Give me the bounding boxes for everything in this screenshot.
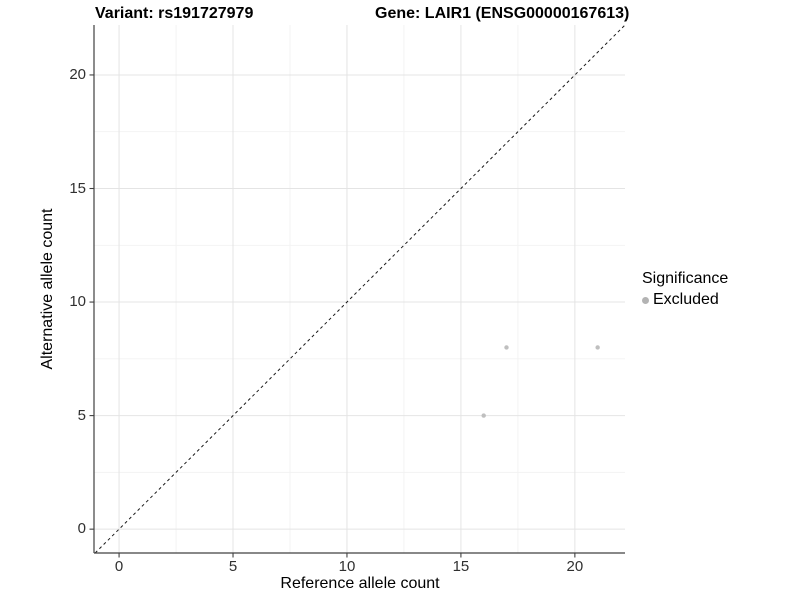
y-tick-label: 10 — [69, 293, 86, 311]
data-point — [595, 345, 600, 350]
x-tick-label: 15 — [452, 558, 470, 575]
y-tick-label: 0 — [77, 520, 86, 538]
y-tick-label: 15 — [69, 179, 86, 197]
identity-line — [94, 24, 626, 554]
y-tick-label: 20 — [69, 65, 86, 83]
y-tick-label: 5 — [77, 406, 86, 424]
x-axis-title: Reference allele count — [280, 575, 440, 592]
legend-item-label: Excluded — [653, 291, 719, 308]
legend-point-icon — [642, 296, 649, 304]
data-point — [481, 413, 486, 418]
x-tick-label: 5 — [228, 558, 238, 575]
legend-title: Significance — [642, 270, 729, 287]
data-point — [504, 345, 509, 350]
x-tick-label: 20 — [566, 558, 584, 575]
x-tick-label: 10 — [338, 558, 356, 575]
x-tick-label: 0 — [114, 558, 124, 575]
legend: Significance Excluded — [642, 269, 728, 309]
plot-title-gene: Gene: LAIR1 (ENSG00000167613) — [375, 5, 630, 22]
legend-item-excluded: Excluded — [642, 291, 728, 309]
plot-title-variant: Variant: rs191727979 — [95, 5, 254, 22]
